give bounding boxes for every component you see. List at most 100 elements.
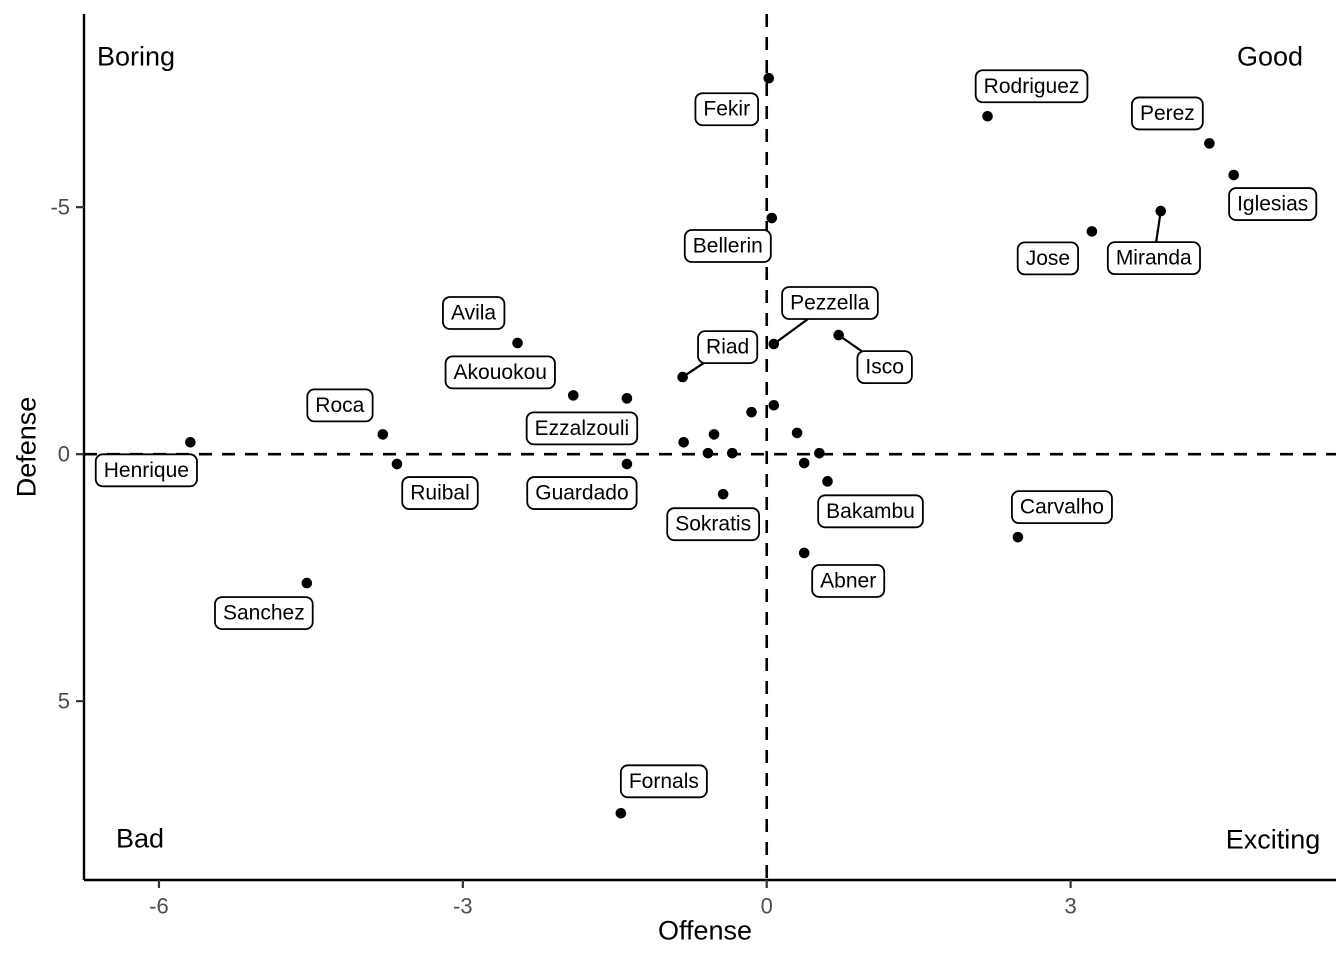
player-label-fekir: Fekir: [694, 92, 759, 127]
player-label-iglesias: Iglesias: [1228, 187, 1318, 221]
player-label-box: [1016, 241, 1079, 276]
player-label-box: [306, 388, 374, 423]
y-tick-label: 5: [58, 689, 70, 714]
player-label-text: Ruibal: [410, 482, 470, 505]
quadrant-label-good: Good: [1236, 41, 1304, 72]
player-label-text: Fekir: [703, 98, 750, 121]
player-label-ruibal: Ruibal: [401, 476, 479, 510]
data-point-iglesias: [1228, 169, 1239, 181]
data-point-ezzalzouli: [621, 393, 633, 404]
x-tick-label: -6: [149, 894, 169, 919]
player-label-box: [1228, 187, 1318, 221]
player-label-box: [1131, 96, 1204, 131]
data-point: [726, 447, 738, 459]
player-label-sanchez: Sanchez: [214, 596, 314, 630]
player-label-text: Akouokou: [454, 361, 547, 384]
data-point-roca: [377, 429, 389, 440]
x-tick-label: 0: [761, 894, 773, 919]
y-tick-label: -5: [50, 195, 70, 220]
player-label-box: [94, 453, 198, 488]
data-point: [814, 447, 825, 459]
data-point: [702, 447, 714, 459]
data-point-perez: [1204, 138, 1215, 149]
data-point-jose: [1086, 226, 1098, 237]
player-label-text: Bellerin: [693, 235, 763, 258]
player-label-sokratis: Sokratis: [666, 507, 760, 542]
data-point-sanchez: [301, 577, 313, 589]
player-label-box: [526, 476, 638, 510]
quadrant-label-bad: Bad: [115, 823, 165, 854]
player-label-box: [811, 564, 886, 598]
player-label-text: Iglesias: [1237, 193, 1308, 216]
player-label-text: Fornals: [629, 770, 699, 793]
player-label-box: [817, 494, 924, 529]
x-axis-title: Offense: [657, 915, 753, 946]
player-label-carvalho: Carvalho: [1011, 490, 1113, 525]
player-label-rodriguez: Rodriguez: [974, 69, 1089, 104]
data-point: [678, 437, 689, 448]
player-label-bellerin: Bellerin: [683, 229, 772, 263]
data-point: [708, 429, 720, 440]
player-label-henrique: Henrique: [94, 453, 198, 488]
x-tick-label: 3: [1064, 894, 1076, 919]
player-label-box: [214, 596, 314, 630]
data-point-sokratis: [717, 488, 729, 500]
data-point-bellerin: [766, 212, 778, 224]
player-label-text: Guardado: [535, 482, 628, 505]
y-tick-label: 0: [58, 442, 70, 467]
player-label-guardado: Guardado: [526, 476, 638, 510]
player-label-text: Roca: [315, 394, 364, 417]
data-point: [798, 457, 810, 469]
player-label-pezzella: Pezzella: [781, 286, 879, 320]
data-point-fekir: [763, 72, 775, 84]
data-point-bakambu: [822, 476, 833, 487]
player-label-box: [401, 476, 479, 510]
player-label-text: Bakambu: [826, 500, 915, 523]
player-label-box: [697, 330, 759, 364]
player-label-text: Avila: [451, 302, 496, 325]
data-point-guardado: [621, 458, 633, 470]
data-point-henrique: [185, 437, 196, 448]
player-label-akouokou: Akouokou: [444, 355, 556, 390]
player-label-text: Perez: [1140, 102, 1195, 125]
data-point-ruibal: [391, 458, 403, 470]
player-label-ezzalzouli: Ezzalzouli: [525, 411, 639, 446]
player-label-text: Riad: [706, 336, 749, 359]
player-label-abner: Abner: [811, 564, 886, 598]
player-label-isco: Isco: [856, 350, 913, 385]
player-label-box: [781, 286, 879, 320]
player-label-text: Jose: [1026, 247, 1070, 270]
data-point-akouokou: [567, 390, 579, 401]
player-label-jose: Jose: [1016, 241, 1079, 276]
player-label-text: Abner: [820, 569, 876, 592]
player-label-text: Rodriguez: [984, 75, 1080, 98]
data-point-abner: [798, 547, 810, 559]
player-label-box: [1106, 241, 1201, 276]
player-label-riad: Riad: [697, 330, 759, 364]
player-label-box: [619, 764, 708, 799]
data-point-avila: [512, 337, 523, 349]
player-label-text: Carvalho: [1020, 496, 1104, 519]
data-point: [791, 427, 803, 439]
player-label-box: [525, 411, 639, 446]
player-label-miranda: Miranda: [1106, 241, 1201, 276]
player-label-box: [442, 296, 506, 330]
player-label-box: [974, 69, 1089, 104]
player-label-text: Sokratis: [675, 513, 751, 536]
player-label-roca: Roca: [306, 388, 374, 423]
player-label-box: [683, 229, 772, 263]
player-label-box: [856, 350, 913, 385]
data-point-fornals: [615, 808, 627, 819]
player-label-text: Isco: [865, 356, 904, 379]
data-point: [746, 406, 757, 418]
player-label-text: Henrique: [104, 459, 189, 482]
player-label-perez: Perez: [1131, 96, 1204, 131]
data-point-rodriguez: [982, 110, 993, 122]
player-label-fornals: Fornals: [619, 764, 708, 799]
quadrant-label-exciting: Exciting: [1225, 824, 1321, 855]
player-label-avila: Avila: [442, 296, 506, 330]
player-label-text: Miranda: [1116, 247, 1192, 270]
data-point-carvalho: [1012, 531, 1024, 543]
player-label-box: [666, 507, 760, 542]
